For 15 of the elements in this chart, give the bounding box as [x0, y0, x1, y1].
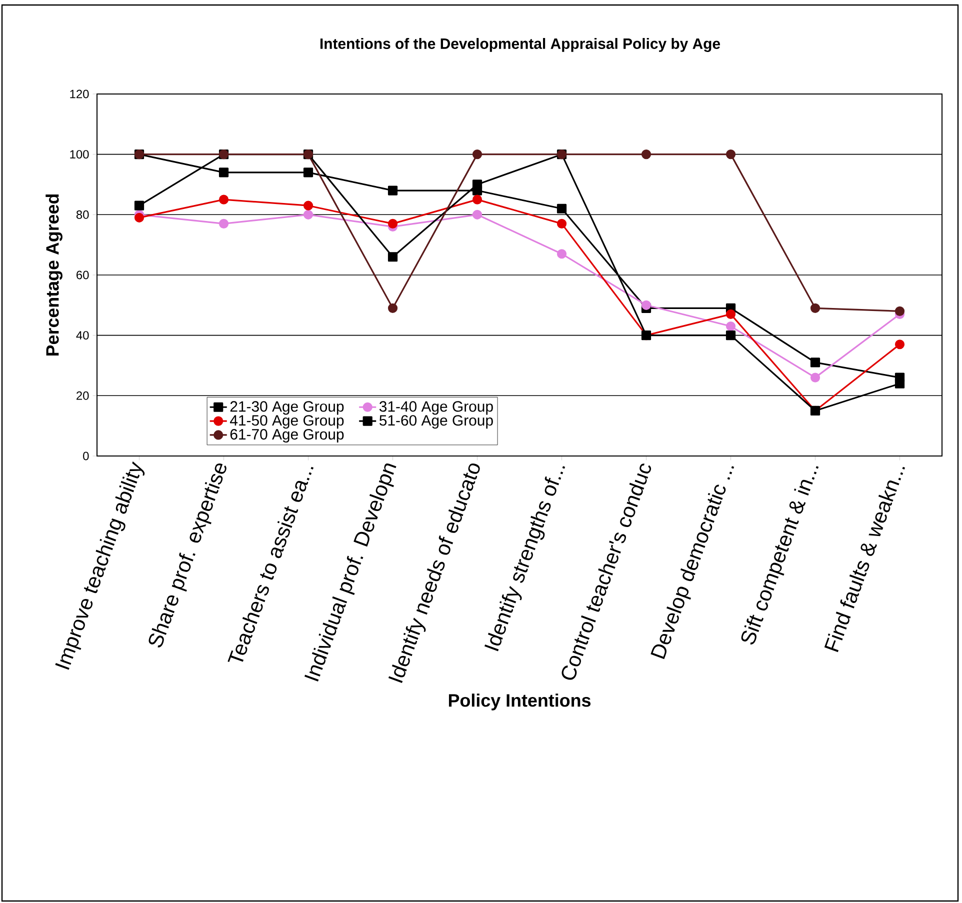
x-axis-title: Policy Intentions [448, 694, 591, 710]
y-axis-title: Percentage Agreed [46, 194, 62, 356]
y-tick-label: 20 [76, 391, 89, 400]
legend-label: 51-60 Age Group [379, 415, 493, 429]
legend-label: 31-40 Age Group [379, 401, 493, 415]
legend-label: 61-70 Age Group [230, 429, 344, 443]
chart-title: Intentions of the Developmental Appraisal Policy by Age [320, 38, 720, 52]
y-tick-label: 100 [70, 150, 89, 159]
y-tick-label: 60 [76, 270, 89, 280]
y-tick-label: 0 [83, 452, 89, 460]
legend-label: 21-30 Age Group [230, 401, 344, 415]
y-tick-label: 120 [70, 90, 89, 98]
legend-label: 41-50 Age Group [230, 415, 344, 429]
y-tick-label: 40 [76, 331, 89, 340]
y-tick-label: 80 [76, 210, 89, 219]
